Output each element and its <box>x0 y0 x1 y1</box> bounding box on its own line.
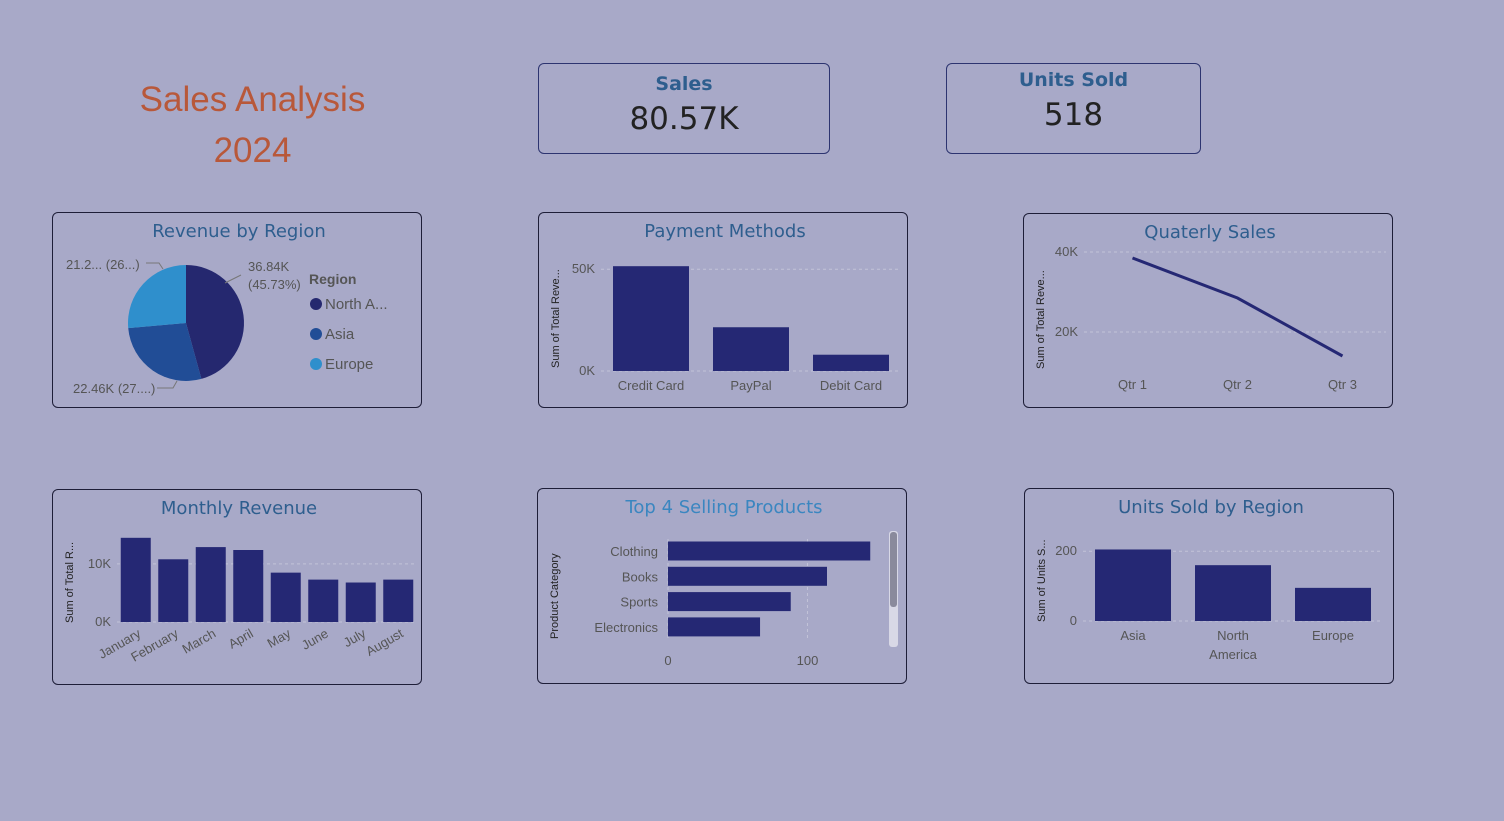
bar-electronics[interactable] <box>668 617 761 637</box>
slice-label-europe: 21.2... (26...) <box>66 257 140 272</box>
y-tick-label: 20K <box>1055 324 1078 339</box>
y-tick-label: 200 <box>1055 543 1077 558</box>
chart-title: Top 4 Selling Products <box>624 497 822 518</box>
top-products-chart: Top 4 Selling Products Product Category … <box>549 497 898 668</box>
x-tick-label: Europe <box>1312 628 1354 643</box>
units-sold-by-region-chart: Units Sold by Region Sum of Units S... 0… <box>1036 497 1383 662</box>
chart-title: Payment Methods <box>644 221 805 242</box>
legend-item-europe[interactable]: Europe <box>310 356 373 373</box>
y-tick-label: 0K <box>579 363 595 378</box>
pie-slice-north-a[interactable] <box>186 265 244 379</box>
y-axis-label: Sum of Total Reve... <box>1035 270 1047 369</box>
kpi-label-sales: Sales <box>655 73 713 95</box>
y-axis-label: Sum of Total Reve... <box>550 269 562 368</box>
payment-methods-chart: Payment Methods Sum of Total Reve... 0K 5… <box>550 221 901 393</box>
x-tick-label: Credit Card <box>618 378 684 393</box>
monthly-revenue-chart: Monthly Revenue Sum of Total R... 0K 10K J… <box>64 498 417 665</box>
y-tick-label: 0K <box>95 614 111 629</box>
x-tick-label: PayPal <box>730 378 771 393</box>
x-tick-label: Asia <box>1120 628 1146 643</box>
bar-july[interactable] <box>345 582 376 622</box>
x-tick-label: Qtr 3 <box>1328 377 1357 392</box>
bar-asia[interactable] <box>1095 549 1171 621</box>
bar-debit-card[interactable] <box>813 354 889 371</box>
x-tick-label: March <box>179 626 218 657</box>
legend-label: North A... <box>325 296 388 313</box>
quarterly-sales-chart: Quaterly Sales Sum of Total Reve... 20K 4… <box>1035 222 1386 392</box>
y-tick-label: Books <box>622 569 659 584</box>
legend-label: Asia <box>325 326 355 343</box>
quarterly-sales-card[interactable]: Quaterly Sales Sum of Total Reve... 20K 4… <box>1023 213 1393 408</box>
kpi-card-units-sold[interactable]: Units Sold 518 <box>946 63 1201 154</box>
bar-june[interactable] <box>308 579 339 622</box>
y-tick-label: Electronics <box>594 620 658 635</box>
slice-label-asia: 22.46K (27....) <box>73 381 155 396</box>
bar-clothing[interactable] <box>668 541 871 561</box>
legend-marker <box>310 298 322 310</box>
bar-january[interactable] <box>120 537 151 622</box>
kpi-card-sales[interactable]: Sales 80.57K <box>538 63 830 154</box>
bar-february[interactable] <box>158 559 189 622</box>
y-tick-label: 40K <box>1055 244 1078 259</box>
units-sold-by-region-card[interactable]: Units Sold by Region Sum of Units S... 0… <box>1024 488 1394 684</box>
x-tick-label: Debit Card <box>820 378 882 393</box>
x-tick-label: Qtr 2 <box>1223 377 1252 392</box>
revenue-by-region-card[interactable]: Revenue by Region 36.84K (45.73%) 21.2..… <box>52 212 422 408</box>
x-tick-label: June <box>299 626 331 653</box>
x-tick-label: August <box>363 625 406 658</box>
chart-title: Units Sold by Region <box>1118 497 1304 518</box>
bar-may[interactable] <box>270 572 301 622</box>
y-axis-label: Sum of Units S... <box>1036 539 1048 622</box>
chart-title: Revenue by Region <box>152 221 326 242</box>
legend-marker <box>310 358 322 370</box>
y-tick-label: 10K <box>88 556 111 571</box>
y-tick-label: Clothing <box>610 544 658 559</box>
x-tick-label: April <box>226 626 256 652</box>
scrollbar-thumb[interactable] <box>890 532 897 607</box>
bar-march[interactable] <box>195 547 226 622</box>
page-title: Sales Analysis 2024 <box>100 74 405 176</box>
bar-sports[interactable] <box>668 592 791 612</box>
kpi-label-units-sold: Units Sold <box>1018 69 1129 91</box>
page-title-line1: Sales Analysis <box>139 80 366 119</box>
series-line[interactable] <box>1131 256 1344 358</box>
x-tick-label: May <box>264 625 293 651</box>
legend-item-asia[interactable]: Asia <box>310 326 355 343</box>
y-tick-label: 0 <box>1070 613 1077 628</box>
kpi-value-sales: 80.57K <box>629 101 739 137</box>
legend-item-north-america[interactable]: North A... <box>310 296 388 313</box>
top-products-card[interactable]: Top 4 Selling Products Product Category … <box>537 488 907 684</box>
monthly-revenue-card[interactable]: Monthly Revenue Sum of Total R... 0K 10K J… <box>52 489 422 685</box>
y-axis-label: Product Category <box>549 553 561 639</box>
pie-slice-europe[interactable] <box>128 265 186 329</box>
page-title-line2: 2024 <box>213 131 292 170</box>
x-tick-label: North America <box>1209 628 1257 662</box>
bar-paypal[interactable] <box>713 327 789 371</box>
x-tick-label: 0 <box>664 653 671 668</box>
pie-slices <box>128 265 244 381</box>
chart-title: Monthly Revenue <box>161 498 317 519</box>
payment-methods-card[interactable]: Payment Methods Sum of Total Reve... 0K 5… <box>538 212 908 408</box>
kpi-value-units-sold: 518 <box>1043 97 1104 133</box>
x-tick-label: 100 <box>797 653 819 668</box>
y-tick-label: Sports <box>620 595 658 610</box>
legend-label: Europe <box>325 356 373 373</box>
bar-europe[interactable] <box>1295 587 1371 621</box>
legend-title: Region <box>309 271 356 287</box>
bar-credit-card[interactable] <box>613 266 689 371</box>
bar-april[interactable] <box>233 550 264 622</box>
bar-books[interactable] <box>668 566 827 586</box>
x-tick-label: Qtr 1 <box>1118 377 1147 392</box>
y-tick-label: 50K <box>572 261 595 276</box>
slice-pct-north-america: (45.73%) <box>248 277 301 292</box>
legend-marker <box>310 328 322 340</box>
chart-title: Quaterly Sales <box>1144 222 1275 243</box>
bar-august[interactable] <box>383 579 414 622</box>
y-axis-label: Sum of Total R... <box>64 542 76 623</box>
revenue-by-region-chart: Revenue by Region 36.84K (45.73%) 21.2..… <box>66 221 388 396</box>
bar-north-america[interactable] <box>1195 565 1271 621</box>
slice-label-north-america: 36.84K <box>248 259 290 274</box>
pie-slice-asia[interactable] <box>128 323 202 381</box>
